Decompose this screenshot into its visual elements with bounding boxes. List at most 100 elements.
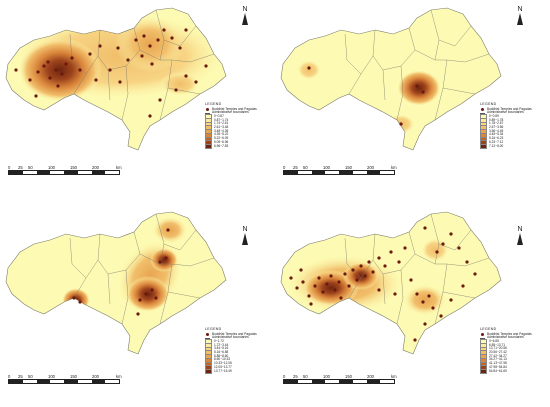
map-panel-3: N 0 25 50 100 150 200 km LEGEND Buddhist… bbox=[0, 204, 275, 407]
scale-unit: km bbox=[391, 165, 397, 170]
legend-class: 12.05~13.77 bbox=[214, 364, 232, 369]
legend-class: 0~1.72 bbox=[214, 339, 224, 344]
legend-class: 13.71~20.56 bbox=[489, 346, 507, 351]
scale-tick: 25 bbox=[18, 374, 23, 379]
legend-class: 3.48~4.35 bbox=[214, 128, 229, 133]
scale-bar: 0 25 50 100 150 200 km bbox=[8, 165, 128, 175]
legend-class: 1.72~3.44 bbox=[214, 342, 229, 347]
scale-tick: 0 bbox=[8, 374, 11, 379]
legend-class: 6.85~13.71 bbox=[489, 342, 506, 347]
legend-class: 41.13~47.98 bbox=[489, 361, 507, 366]
legend-class: 0.89~1.78 bbox=[489, 117, 504, 122]
legend-class: 6.23~7.12 bbox=[489, 139, 504, 144]
legend-class: 1.78~2.67 bbox=[489, 121, 504, 126]
scale-tick: 100 bbox=[323, 374, 330, 379]
temple-points bbox=[307, 66, 425, 126]
legend-class: 10.33~12.05 bbox=[214, 361, 232, 366]
legend-line-label: Administrative boundaries bbox=[487, 110, 524, 115]
legend-class: 3.56~4.45 bbox=[489, 128, 504, 133]
scale-bar: 0 25 50 100 150 200 km bbox=[283, 165, 403, 175]
scale-tick: 200 bbox=[367, 165, 374, 170]
north-arrow-icon bbox=[517, 13, 523, 25]
north-label: N bbox=[242, 226, 248, 233]
scale-tick: 200 bbox=[367, 374, 374, 379]
scale-bar: 0 25 50 100 150 200 km bbox=[8, 374, 128, 384]
north-arrow: N bbox=[513, 6, 527, 25]
temple-points bbox=[289, 226, 477, 342]
map-panel-2: N 0 25 50 100 150 200 km LEGEND Buddhist… bbox=[275, 0, 550, 203]
north-arrow: N bbox=[238, 6, 252, 25]
map-panel-1: N 0 25 50 100 150 200 km LEGEND Buddhist… bbox=[0, 0, 275, 203]
boundary-line-icon bbox=[205, 337, 210, 339]
admin-boundaries bbox=[69, 213, 215, 325]
scale-tick: 200 bbox=[92, 374, 99, 379]
legend-class: 0.87~1.74 bbox=[214, 117, 229, 122]
scale-tick: 50 bbox=[303, 165, 308, 170]
north-label: N bbox=[242, 6, 248, 13]
legend-class: 3.44~5.16 bbox=[214, 346, 229, 351]
north-label: N bbox=[517, 226, 523, 233]
scale-tick: 150 bbox=[345, 374, 352, 379]
admin-boundaries bbox=[344, 9, 490, 121]
scale-bar-graphic bbox=[283, 170, 395, 175]
legend-class: 0~6.85 bbox=[489, 339, 499, 344]
temple-point-icon bbox=[481, 332, 484, 336]
legend-class: 6.96~7.83 bbox=[214, 143, 229, 148]
admin-boundaries bbox=[69, 9, 215, 121]
map-legend: LEGEND Buddhist Temples and Pagodas Admi… bbox=[480, 327, 532, 374]
scale-bar-graphic bbox=[8, 379, 120, 384]
kernel-density-map bbox=[5, 211, 227, 355]
legend-title: LEGEND bbox=[480, 327, 497, 331]
map-legend: LEGEND Buddhist Temples and Pagodas Admi… bbox=[205, 102, 257, 149]
legend-swatch bbox=[480, 368, 487, 374]
boundary-line-icon bbox=[480, 112, 485, 114]
temple-point-icon bbox=[481, 107, 484, 111]
legend-class: 6.88~8.60 bbox=[214, 353, 229, 358]
map-legend: LEGEND Buddhist Temples and Pagodas Admi… bbox=[480, 102, 532, 149]
map-legend: LEGEND Buddhist Temples and Pagodas Admi… bbox=[205, 327, 257, 374]
legend-title: LEGEND bbox=[205, 102, 222, 106]
map-panel-4: N 0 25 50 100 150 200 km LEGEND Buddhist… bbox=[275, 204, 550, 407]
temple-points bbox=[72, 228, 170, 316]
scale-tick: 50 bbox=[28, 165, 33, 170]
scale-tick: 25 bbox=[18, 165, 23, 170]
legend-class: 1.74~2.61 bbox=[214, 121, 229, 126]
scale-tick: 25 bbox=[293, 374, 298, 379]
scale-unit: km bbox=[116, 374, 122, 379]
legend-class: 0~0.89 bbox=[489, 114, 499, 119]
legend-class: 2.67~3.56 bbox=[489, 125, 504, 130]
legend-class: 6.09~6.96 bbox=[214, 139, 229, 144]
legend-line-label: Administrative boundaries bbox=[212, 110, 249, 115]
north-arrow: N bbox=[238, 226, 252, 245]
legend-swatch bbox=[205, 368, 212, 374]
scale-tick: 100 bbox=[48, 374, 55, 379]
legend-class: 47.98~54.84 bbox=[489, 364, 507, 369]
temple-point-icon bbox=[206, 107, 209, 111]
kernel-density-map bbox=[280, 7, 502, 151]
scale-tick: 50 bbox=[28, 374, 33, 379]
legend-class: 20.56~27.42 bbox=[489, 350, 507, 355]
scale-bar: 0 25 50 100 150 200 km bbox=[283, 374, 403, 384]
north-arrow-icon bbox=[517, 233, 523, 245]
legend-point-label: Buddhist Temples and Pagodas bbox=[212, 331, 257, 336]
scale-tick: 200 bbox=[92, 165, 99, 170]
boundary-line-icon bbox=[205, 112, 210, 114]
legend-title: LEGEND bbox=[205, 327, 222, 331]
legend-swatch bbox=[205, 143, 212, 149]
legend-class: 7.12~8.00 bbox=[489, 143, 504, 148]
legend-line-label: Administrative boundaries bbox=[487, 335, 524, 340]
scale-tick: 100 bbox=[48, 165, 55, 170]
legend-class: 34.27~41.13 bbox=[489, 357, 507, 362]
north-arrow: N bbox=[513, 226, 527, 245]
legend-point-label: Buddhist Temples and Pagodas bbox=[487, 331, 532, 336]
kernel-density-map bbox=[5, 7, 227, 151]
scale-tick: 100 bbox=[323, 165, 330, 170]
legend-class: 4.35~5.22 bbox=[214, 132, 229, 137]
legend-class: 13.77~15.49 bbox=[214, 368, 232, 373]
legend-point-label: Buddhist Temples and Pagodas bbox=[212, 106, 257, 111]
legend-class: 54.84~61.69 bbox=[489, 368, 507, 373]
legend-title: LEGEND bbox=[480, 102, 497, 106]
scale-tick: 0 bbox=[283, 374, 286, 379]
scale-tick: 150 bbox=[70, 374, 77, 379]
legend-class: 5.16~6.88 bbox=[214, 350, 229, 355]
